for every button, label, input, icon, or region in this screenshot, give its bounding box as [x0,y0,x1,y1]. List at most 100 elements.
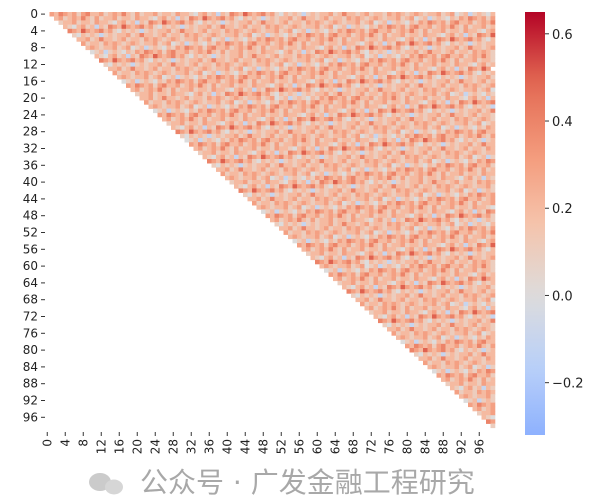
heatmap-cell [477,28,482,34]
heatmap-cell [306,125,311,130]
heatmap-cell [225,150,230,156]
heatmap-cell [297,184,302,189]
heatmap-cell [463,352,469,357]
heatmap-cell [288,205,293,210]
heatmap-cell [468,335,473,340]
heatmap-cell [432,66,437,72]
heatmap-cell [112,49,118,55]
y-tick-label: 24 [23,108,38,122]
heatmap-cell [414,259,419,265]
heatmap-cell [382,289,388,294]
heatmap-cell [189,125,194,130]
heatmap-cell [243,150,248,156]
heatmap-cell [234,91,239,97]
heatmap-cell [486,293,491,298]
heatmap-cell [319,222,325,227]
heatmap-cell [454,356,460,361]
heatmap-cell [355,289,361,294]
heatmap-cell [400,37,406,42]
heatmap-cell [234,167,239,172]
heatmap-cell [220,79,226,84]
heatmap-cell [333,272,338,277]
heatmap-cell [382,243,388,248]
heatmap-cell [378,276,383,282]
heatmap-cell [261,159,266,164]
heatmap-cell [306,16,311,21]
heatmap-cell [171,83,176,88]
heatmap-cell [382,150,388,156]
heatmap-cell [432,121,437,126]
heatmap-cell [441,209,446,214]
heatmap-cell [342,192,347,198]
heatmap-cell [211,87,217,93]
heatmap-cell [184,66,190,72]
heatmap-cell [256,12,262,17]
heatmap-cell [243,112,248,118]
heatmap-cell [198,37,203,42]
heatmap-cell [207,70,212,76]
heatmap-cell [432,70,437,76]
heatmap-cell [153,49,158,55]
heatmap-cell [463,96,469,101]
heatmap-cell [310,83,316,88]
heatmap-cell [486,171,491,177]
heatmap-cell [328,138,334,143]
heatmap-cell [315,108,320,114]
heatmap-cell [369,301,374,307]
heatmap-cell [337,163,343,168]
heatmap-cell [378,180,383,185]
heatmap-cell [490,12,496,17]
heatmap-cell [238,112,244,118]
heatmap-cell [148,96,154,101]
heatmap-cell [360,201,365,206]
heatmap-cell [139,41,145,46]
heatmap-cell [468,310,473,315]
heatmap-cell [342,20,347,25]
heatmap-cell [481,213,487,219]
heatmap-cell [265,37,271,42]
heatmap-cell [441,196,446,202]
heatmap-cell [355,276,361,282]
heatmap-cell [355,192,361,198]
heatmap-cell [265,12,271,17]
heatmap-cell [342,62,347,67]
heatmap-cell [274,112,280,118]
heatmap-cell [157,28,163,34]
heatmap-cell [256,49,262,55]
heatmap-cell [328,163,334,168]
heatmap-cell [454,264,460,269]
heatmap-cell [126,45,131,51]
heatmap-cell [459,175,464,181]
heatmap-cell [94,37,100,42]
heatmap-cell [310,247,316,252]
heatmap-cell [207,75,212,80]
heatmap-cell [391,12,397,17]
heatmap-cell [427,293,433,298]
heatmap-cell [328,24,334,30]
heatmap-cell [409,314,415,319]
y-tick-label: 64 [23,276,38,290]
heatmap-cell [459,209,464,214]
heatmap-cell [238,188,244,193]
heatmap-cell [463,205,469,210]
heatmap-cell [468,70,473,76]
heatmap-cell [333,167,338,172]
heatmap-cell [414,45,419,51]
heatmap-cell [121,24,127,30]
heatmap-cell [297,54,302,59]
heatmap-cell [436,276,442,282]
heatmap-cell [450,377,455,382]
heatmap-cell [481,91,487,97]
heatmap-cell [472,188,478,193]
heatmap-cell [337,167,343,172]
heatmap-cell [486,255,491,261]
heatmap-cell [468,314,473,319]
heatmap-cell [306,33,311,38]
heatmap-cell [256,112,262,118]
heatmap-cell [315,150,320,156]
heatmap-cell [216,96,221,101]
heatmap-cell [423,280,428,286]
heatmap-cell [175,33,181,38]
heatmap-cell [279,54,284,59]
heatmap-cell [423,83,428,88]
